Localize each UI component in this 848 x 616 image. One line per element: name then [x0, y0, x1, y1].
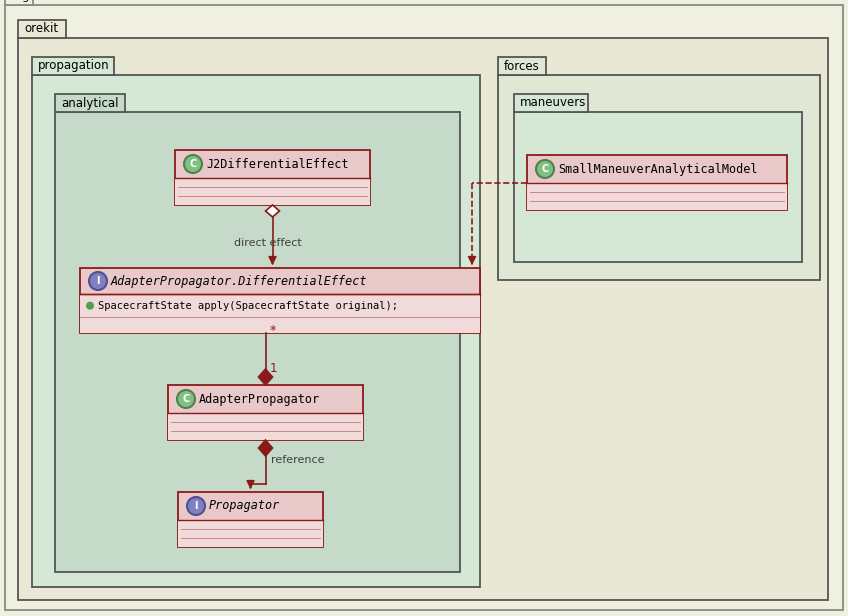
Bar [168, 413, 363, 440]
Bar [175, 178, 370, 205]
Bar [498, 57, 546, 75]
Text: *: * [270, 324, 276, 337]
Text: C: C [541, 164, 549, 174]
Circle shape [89, 272, 107, 290]
Bar [514, 112, 802, 262]
Text: SpacecraftState apply(SpacecraftState original);: SpacecraftState apply(SpacecraftState or… [98, 301, 398, 310]
Bar [32, 57, 114, 75]
Text: I: I [97, 276, 100, 286]
Bar [514, 94, 588, 112]
Text: forces: forces [504, 60, 539, 73]
Text: Propagator: Propagator [209, 500, 280, 513]
Bar [80, 268, 480, 333]
Text: J2DifferentialEffect: J2DifferentialEffect [206, 158, 349, 171]
Text: direct effect: direct effect [235, 238, 302, 248]
Bar [498, 75, 820, 280]
Bar [55, 112, 460, 572]
Polygon shape [259, 369, 272, 385]
Bar [5, 0, 33, 5]
Text: 1: 1 [270, 362, 277, 376]
Text: maneuvers: maneuvers [520, 97, 586, 110]
Bar [168, 385, 363, 440]
Bar [527, 155, 787, 210]
Bar [32, 75, 480, 587]
Bar [527, 183, 787, 210]
Text: reference: reference [271, 455, 324, 465]
Text: AdapterPropagator.DifferentialEffect: AdapterPropagator.DifferentialEffect [111, 275, 367, 288]
Circle shape [536, 160, 554, 178]
Bar [178, 492, 323, 547]
Text: C: C [189, 159, 197, 169]
Circle shape [187, 497, 205, 515]
Text: analytical: analytical [61, 97, 119, 110]
Circle shape [86, 302, 94, 310]
Text: org: org [11, 0, 29, 1]
Bar [18, 20, 66, 38]
Circle shape [184, 155, 202, 173]
Polygon shape [259, 440, 272, 456]
Text: I: I [194, 501, 198, 511]
Circle shape [177, 390, 195, 408]
Text: SmallManeuverAnalyticalModel: SmallManeuverAnalyticalModel [558, 163, 757, 176]
Text: C: C [182, 394, 190, 404]
Bar [175, 150, 370, 205]
Polygon shape [265, 205, 280, 217]
Bar [178, 520, 323, 547]
Text: orekit: orekit [24, 23, 59, 36]
Bar [55, 94, 125, 112]
Bar [80, 294, 480, 333]
Text: propagation: propagation [38, 60, 109, 73]
Text: AdapterPropagator: AdapterPropagator [199, 392, 321, 405]
